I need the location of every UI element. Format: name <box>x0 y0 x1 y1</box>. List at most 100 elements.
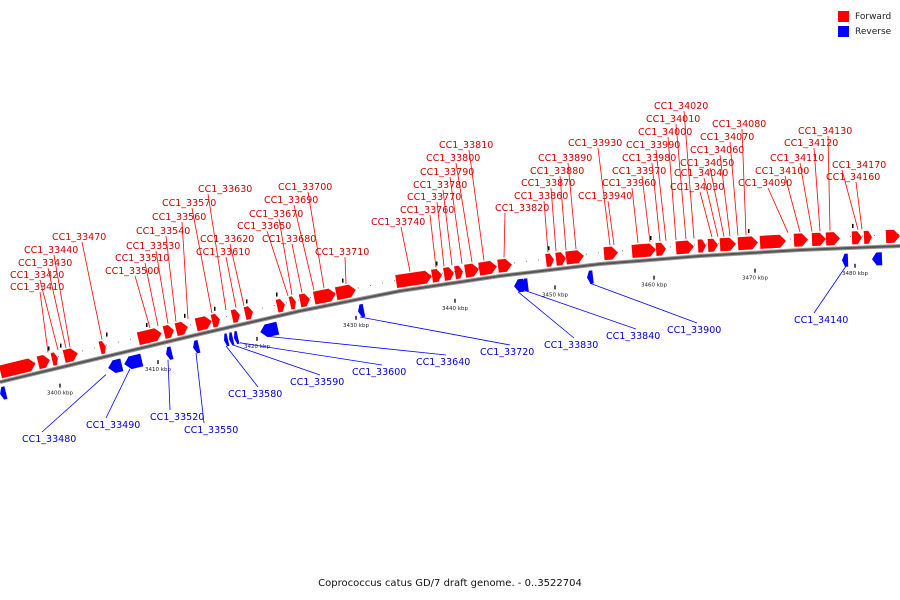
forward-leader-line <box>550 187 557 252</box>
reverse-gene-arrow <box>522 278 529 292</box>
forward-gene-label: CC1_33930 <box>568 138 622 149</box>
reverse-gene-arrow <box>872 252 883 266</box>
forward-gene-arrow <box>631 243 656 258</box>
reverse-leader-line <box>167 359 171 411</box>
forward-leader-line <box>503 212 506 258</box>
forward-gene-arrow <box>863 230 872 244</box>
forward-leader-line <box>784 175 801 233</box>
forward-gene-label: CC1_33420 <box>10 270 64 281</box>
forward-leader-line <box>155 250 169 324</box>
forward-leader-line <box>655 149 667 241</box>
gene-marker <box>650 236 652 240</box>
forward-leader-line <box>293 204 315 291</box>
forward-gene-arrow <box>194 316 212 332</box>
backbone-minor-dot <box>670 246 671 248</box>
forward-leader-line <box>719 154 731 237</box>
backbone-minor-dot <box>706 243 707 245</box>
gene-marker <box>60 343 62 348</box>
forward-gene-label: CC1_33630 <box>198 184 252 195</box>
backbone-minor-dot <box>718 242 719 244</box>
forward-gene-label: CC1_33860 <box>514 191 568 202</box>
forward-gene-label: CC1_33790 <box>420 167 474 178</box>
backbone-minor-dot <box>478 267 479 269</box>
forward-leader-line <box>47 267 67 349</box>
forward-gene-arrow <box>707 238 718 253</box>
reverse-gene-arrow <box>358 303 366 318</box>
forward-leader-line <box>667 136 677 240</box>
backbone-minor-dot <box>82 350 83 352</box>
forward-gene-label: CC1_34030 <box>670 182 724 193</box>
reverse-gene-arrow <box>166 346 174 360</box>
forward-gene-arrow <box>655 242 666 256</box>
forward-leader-line <box>191 207 213 314</box>
reverse-swatch <box>838 26 849 37</box>
forward-gene-label: CC1_33680 <box>262 234 316 245</box>
forward-gene-arrow <box>312 288 336 305</box>
forward-leader-line <box>39 279 59 351</box>
forward-leader-line <box>651 162 661 242</box>
forward-leader-line <box>53 254 71 348</box>
reverse-gene-arrow <box>229 332 235 346</box>
forward-gene-label: CC1_33770 <box>407 192 461 203</box>
forward-leader-line <box>291 243 303 293</box>
forward-swatch <box>838 11 849 22</box>
backbone-minor-dot <box>442 272 443 274</box>
forward-leader-line <box>641 175 651 243</box>
forward-gene-label: CC1_33980 <box>622 153 676 164</box>
forward-gene-arrow <box>811 232 826 247</box>
forward-gene-label: CC1_33880 <box>530 166 584 177</box>
backbone-minor-dot <box>694 244 695 246</box>
reverse-gene-label: CC1_34140 <box>794 315 848 326</box>
forward-gene-arrow <box>454 265 463 280</box>
forward-leader-line <box>165 235 177 322</box>
forward-leader-line <box>344 256 347 284</box>
forward-leader-line <box>799 162 813 232</box>
forward-leader-line <box>225 256 237 308</box>
reverse-leader-line <box>231 344 321 376</box>
backbone-minor-dot <box>538 259 539 261</box>
forward-gene-label: CC1_33430 <box>18 258 72 269</box>
backbone-minor-dot <box>454 270 455 272</box>
reverse-gene-arrow <box>224 333 230 347</box>
forward-leader-line <box>699 191 713 238</box>
reverse-leader-line <box>239 342 383 366</box>
forward-leader-line <box>81 241 103 340</box>
backbone-minor-dot <box>514 262 515 264</box>
backbone-minor-dot <box>586 253 587 255</box>
backbone-minor-dot <box>850 236 851 237</box>
forward-gene-label: CC1_33800 <box>426 153 480 164</box>
forward-leader-line <box>567 162 577 249</box>
backbone-minor-dot <box>58 356 59 358</box>
forward-gene-label: CC1_33560 <box>152 212 206 223</box>
reverse-gene-label: CC1_33480 <box>22 434 76 445</box>
backbone-minor-dot <box>106 344 107 346</box>
forward-gene-arrow <box>443 267 454 281</box>
backbone-minor-dot <box>286 302 287 304</box>
forward-leader-line <box>134 275 151 329</box>
reverse-gene-label: CC1_33720 <box>480 347 534 358</box>
reverse-leader-line <box>589 282 698 324</box>
reverse-leader-line <box>267 335 447 356</box>
forward-leader-line <box>429 214 437 268</box>
forward-gene-label: CC1_34010 <box>646 114 700 125</box>
forward-gene-arrow <box>162 325 174 339</box>
scale-tick-label: 3470 kbp <box>742 276 768 282</box>
backbone-minor-dot <box>298 299 299 301</box>
forward-gene-arrow <box>431 268 442 283</box>
backbone-minor-dot <box>118 341 119 343</box>
reverse-gene-label: CC1_33490 <box>86 420 140 431</box>
forward-gene-label: CC1_33810 <box>439 140 493 151</box>
backbone-minor-dot <box>430 274 431 276</box>
reverse-leader-line <box>41 374 107 433</box>
forward-leader-line <box>468 149 485 261</box>
gene-marker <box>184 313 186 318</box>
forward-gene-arrow <box>275 298 285 313</box>
forward-leader-line <box>559 175 567 251</box>
scale-tick-label: 3450 kbp <box>542 292 568 298</box>
forward-gene-arrow <box>759 234 786 249</box>
reverse-gene-arrow <box>234 330 240 345</box>
backbone-minor-dot <box>226 316 227 318</box>
forward-leader-line <box>631 187 639 244</box>
forward-leader-line <box>741 128 747 236</box>
forward-gene-label: CC1_33890 <box>538 153 592 164</box>
